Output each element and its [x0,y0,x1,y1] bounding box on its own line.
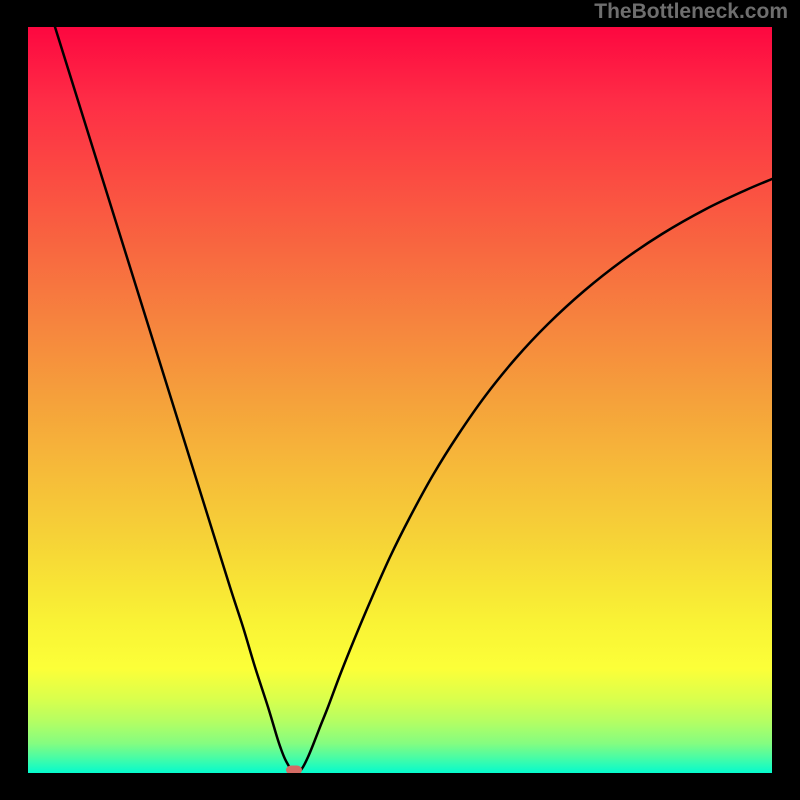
watermark-text: TheBottleneck.com [594,1,788,22]
plot-svg [28,27,772,773]
optimum-marker [286,766,302,774]
plot-background [28,27,772,773]
chart-stage: TheBottleneck.com [0,0,800,800]
